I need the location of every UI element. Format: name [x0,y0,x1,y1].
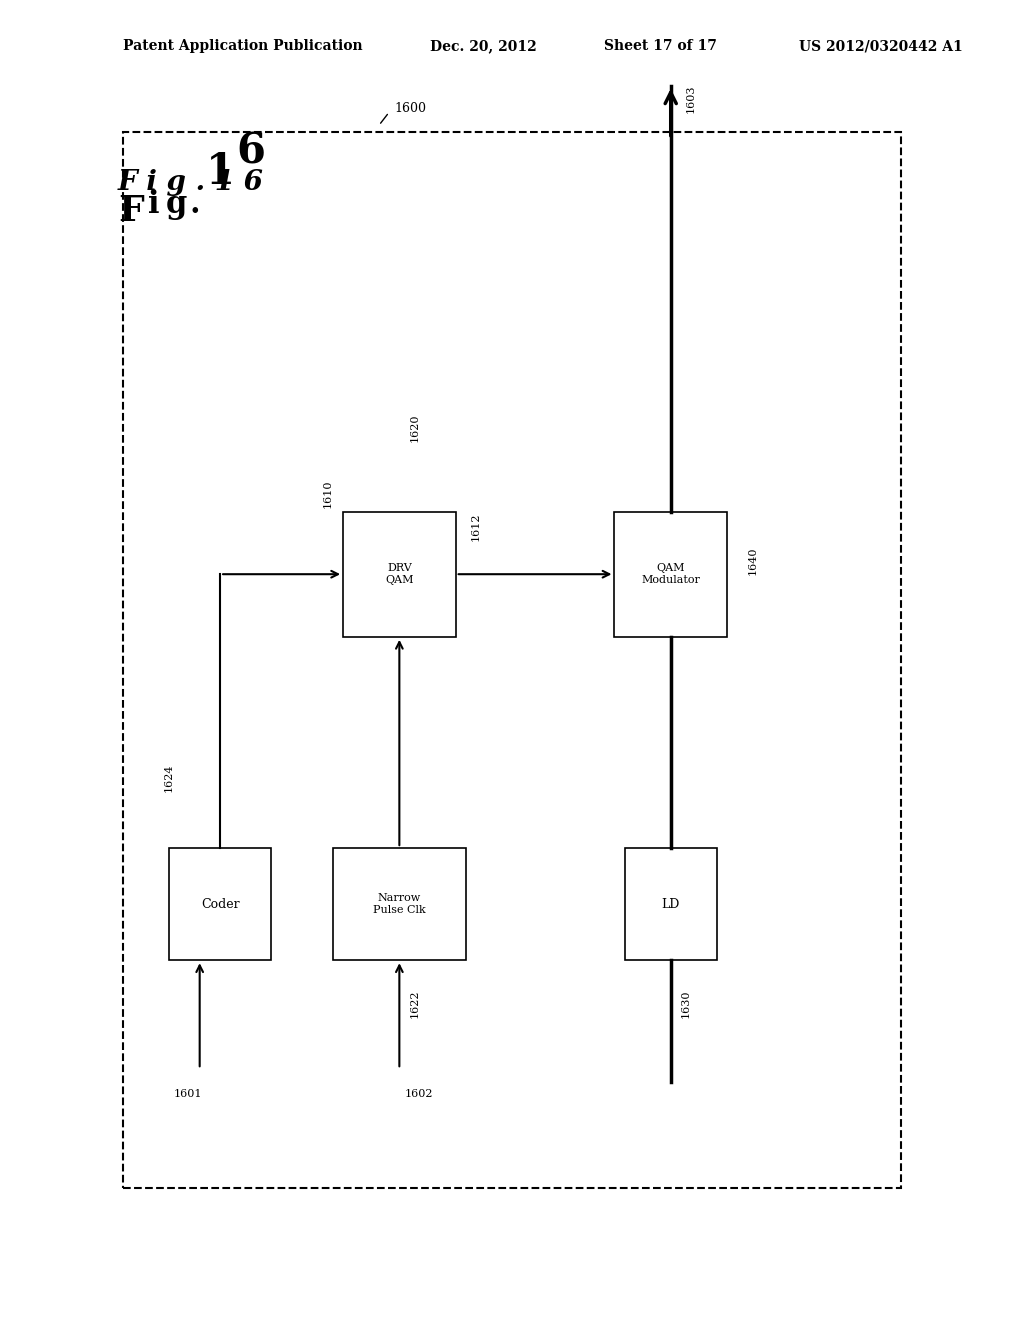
Bar [169,847,271,961]
Text: 1624: 1624 [164,763,174,792]
Text: 1: 1 [206,150,234,193]
Text: 1612: 1612 [471,512,481,541]
Text: 1630: 1630 [681,990,691,1019]
Text: DRV
QAM: DRV QAM [385,564,414,585]
Text: 6: 6 [237,131,265,173]
Bar [625,847,717,961]
Text: 1602: 1602 [404,1089,433,1100]
Text: Sheet 17 of 17: Sheet 17 of 17 [604,40,717,53]
Text: Dec. 20, 2012: Dec. 20, 2012 [430,40,537,53]
Text: F i g . 1 6: F i g . 1 6 [118,169,263,195]
Text: .: . [189,189,200,220]
Text: i: i [148,189,160,220]
Text: Narrow
Pulse Clk: Narrow Pulse Clk [373,894,426,915]
Text: 1600: 1600 [394,102,426,115]
Text: Patent Application Publication: Patent Application Publication [123,40,362,53]
Text: 1622: 1622 [410,990,420,1019]
Text: 1603: 1603 [686,84,696,114]
Text: 1601: 1601 [174,1089,203,1100]
Text: 1610: 1610 [323,479,333,508]
Bar [614,512,727,638]
Bar [333,847,466,961]
Text: QAM
Modulator: QAM Modulator [641,564,700,585]
Text: 1620: 1620 [410,413,420,442]
Text: g: g [166,189,187,220]
Text: Coder: Coder [201,898,240,911]
Bar [343,512,456,638]
Text: F: F [118,194,143,228]
Text: 1640: 1640 [748,546,758,576]
Text: US 2012/0320442 A1: US 2012/0320442 A1 [799,40,963,53]
Text: LD: LD [662,898,680,911]
